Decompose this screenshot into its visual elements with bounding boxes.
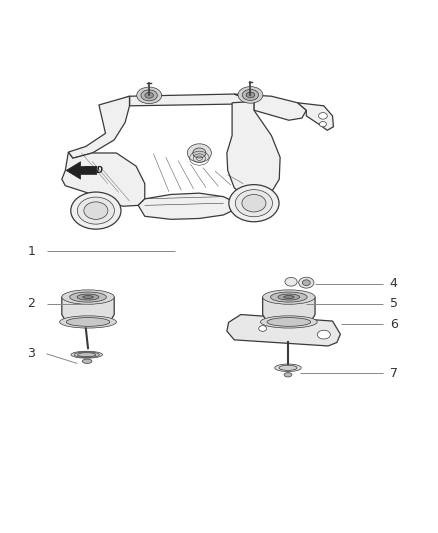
Ellipse shape (279, 365, 297, 370)
Polygon shape (234, 94, 306, 120)
Text: 3: 3 (27, 348, 35, 360)
Ellipse shape (71, 192, 121, 229)
Ellipse shape (229, 184, 279, 222)
Ellipse shape (235, 190, 272, 217)
Ellipse shape (263, 290, 315, 304)
Ellipse shape (60, 316, 117, 328)
Ellipse shape (284, 373, 292, 377)
Ellipse shape (259, 326, 267, 332)
Ellipse shape (284, 296, 294, 298)
Polygon shape (130, 94, 254, 110)
Ellipse shape (82, 359, 92, 364)
Ellipse shape (193, 148, 206, 158)
Ellipse shape (137, 87, 162, 103)
Polygon shape (66, 161, 97, 179)
Ellipse shape (302, 280, 310, 286)
Ellipse shape (246, 92, 254, 98)
Ellipse shape (145, 93, 153, 98)
Text: 7: 7 (390, 367, 398, 380)
Ellipse shape (261, 316, 317, 328)
Polygon shape (227, 314, 340, 346)
Polygon shape (62, 152, 145, 206)
Text: 1: 1 (27, 245, 35, 258)
Ellipse shape (78, 353, 96, 357)
Ellipse shape (62, 290, 114, 304)
Polygon shape (62, 297, 114, 322)
Text: 2: 2 (27, 297, 35, 310)
Ellipse shape (77, 294, 99, 300)
Polygon shape (297, 103, 333, 130)
Polygon shape (227, 101, 280, 198)
Ellipse shape (74, 352, 99, 358)
Ellipse shape (84, 202, 108, 220)
Ellipse shape (317, 330, 330, 339)
Text: FWD: FWD (84, 166, 104, 175)
Text: 6: 6 (390, 318, 398, 330)
Ellipse shape (78, 197, 114, 224)
Ellipse shape (267, 318, 311, 326)
Ellipse shape (187, 144, 212, 162)
Polygon shape (138, 193, 234, 220)
Ellipse shape (238, 87, 263, 103)
Polygon shape (112, 96, 130, 112)
Ellipse shape (70, 292, 106, 302)
Ellipse shape (141, 90, 157, 101)
Polygon shape (68, 96, 130, 158)
Ellipse shape (285, 277, 297, 286)
Ellipse shape (275, 364, 301, 372)
Ellipse shape (299, 277, 314, 288)
Ellipse shape (83, 296, 93, 298)
Text: 5: 5 (390, 297, 398, 310)
Ellipse shape (66, 318, 110, 326)
Ellipse shape (242, 195, 266, 212)
Text: 4: 4 (390, 278, 398, 290)
Ellipse shape (319, 122, 326, 127)
Ellipse shape (271, 292, 307, 302)
Polygon shape (263, 297, 315, 322)
Ellipse shape (278, 294, 300, 300)
Ellipse shape (242, 90, 258, 100)
Ellipse shape (71, 351, 102, 358)
Ellipse shape (318, 112, 327, 119)
